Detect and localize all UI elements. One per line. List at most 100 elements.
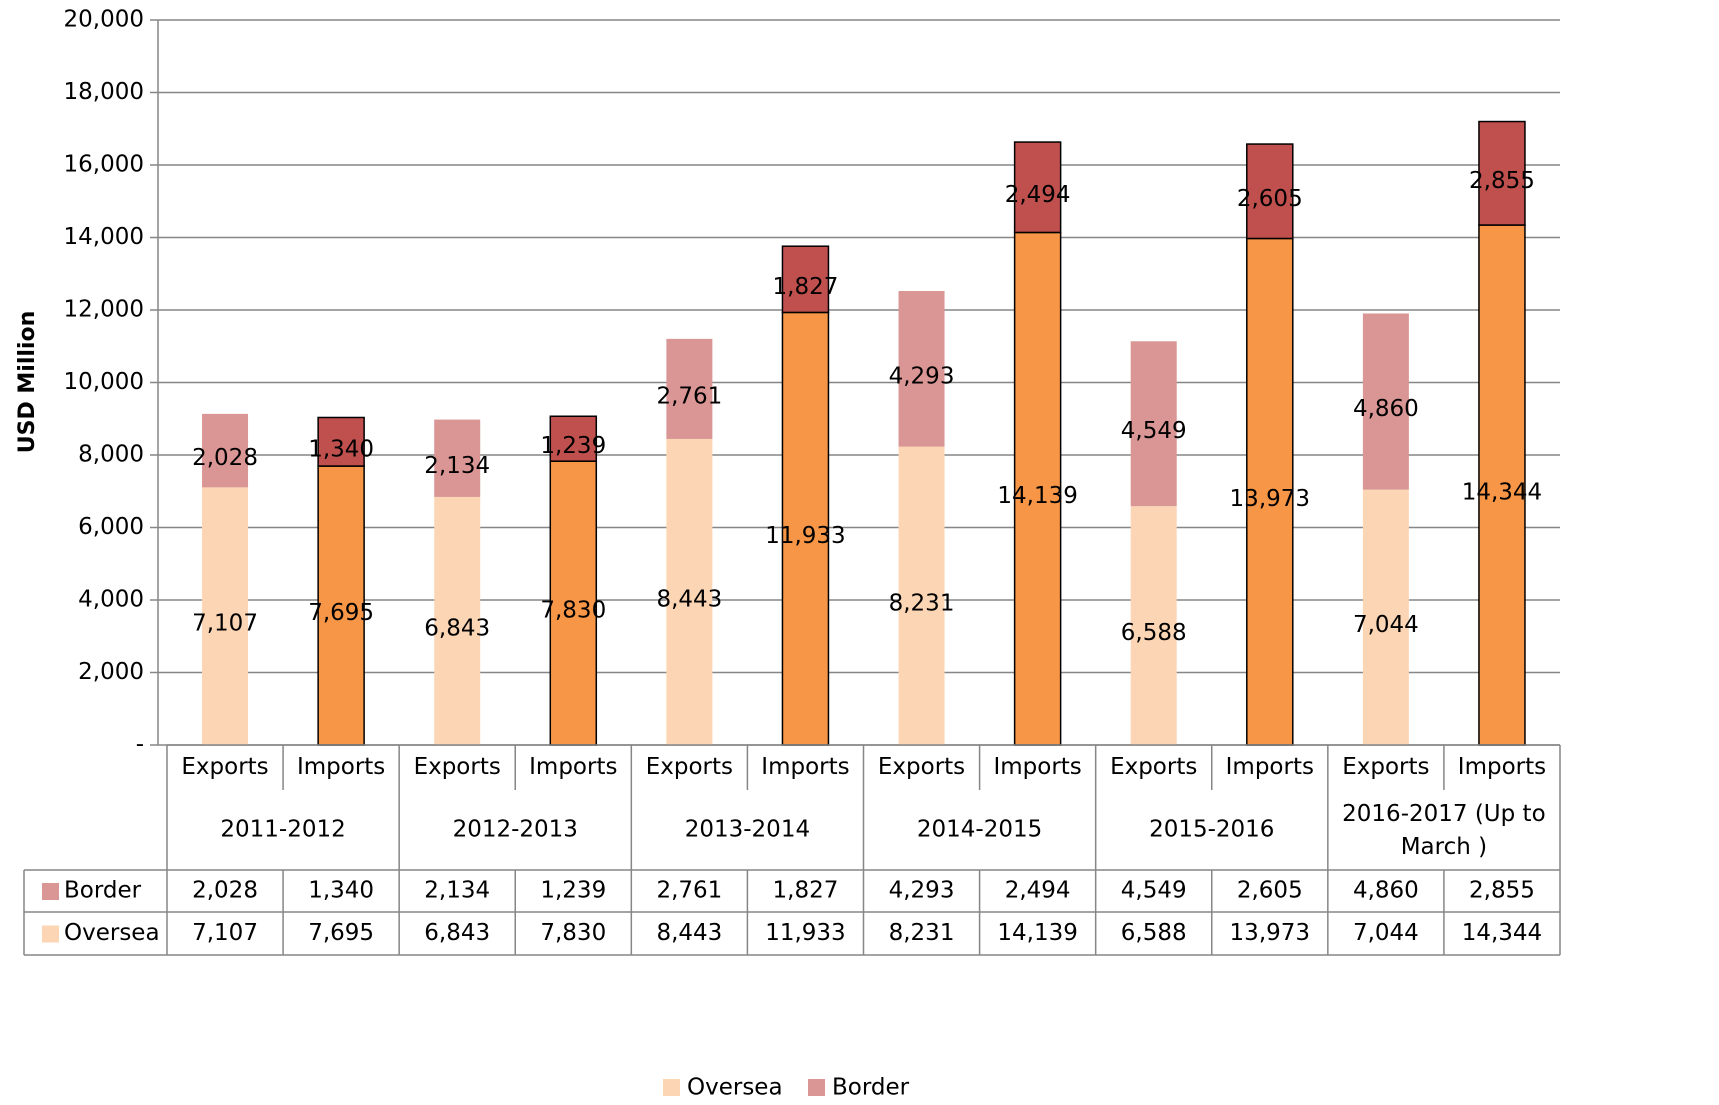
bar-segment xyxy=(666,438,713,745)
data-label: 2,605 xyxy=(1237,186,1303,212)
table-cell: 1,827 xyxy=(773,878,839,904)
table-cell: 1,239 xyxy=(540,878,606,904)
y-tick-label: 14,000 xyxy=(64,224,144,250)
table-cell: 13,973 xyxy=(1230,920,1310,946)
data-label: 1,827 xyxy=(773,274,839,300)
group-label: 2011-2012 xyxy=(220,817,345,843)
data-label: 14,344 xyxy=(1462,480,1542,506)
table-cell: 4,549 xyxy=(1121,878,1187,904)
bar-segment xyxy=(1246,237,1294,746)
bar-segment xyxy=(898,446,945,745)
bar-segment xyxy=(434,496,481,745)
x-tick-label: Exports xyxy=(1110,754,1197,780)
legend-swatch xyxy=(663,1079,680,1096)
bar-segment xyxy=(1130,506,1177,745)
data-label: 4,293 xyxy=(889,363,955,389)
table-cell: 7,044 xyxy=(1353,920,1419,946)
table-cell: 6,843 xyxy=(424,920,490,946)
bar-segment xyxy=(898,291,945,447)
y-tick-label: 4,000 xyxy=(78,587,144,613)
y-tick-label: 18,000 xyxy=(64,79,144,105)
data-label: 7,830 xyxy=(540,598,606,624)
bar-segment xyxy=(1013,141,1062,234)
table-cell: 4,860 xyxy=(1353,878,1419,904)
table-cell: 2,855 xyxy=(1469,878,1535,904)
table-cell: 1,340 xyxy=(308,878,374,904)
x-tick-label: Exports xyxy=(1342,754,1429,780)
table-cell: 11,933 xyxy=(765,920,845,946)
group-label: 2015-2016 xyxy=(1149,817,1274,843)
table-cell: 2,605 xyxy=(1237,878,1303,904)
bar-segment xyxy=(1478,120,1526,226)
table-cell: 14,344 xyxy=(1462,920,1542,946)
data-label: 2,494 xyxy=(1005,182,1071,208)
data-label: 7,107 xyxy=(192,611,258,637)
x-tick-label: Imports xyxy=(297,754,385,780)
data-label: 6,588 xyxy=(1121,620,1187,646)
data-label: 1,340 xyxy=(308,436,374,462)
bar-segment xyxy=(1246,143,1294,240)
data-label: 6,843 xyxy=(424,615,490,641)
table-cell: 2,028 xyxy=(192,878,258,904)
table-row-label: Border xyxy=(64,878,142,904)
x-tick-label: Imports xyxy=(1226,754,1314,780)
bar-segment xyxy=(1130,341,1177,507)
table-legend-swatch xyxy=(42,925,59,943)
bar-segment xyxy=(1362,489,1409,745)
y-tick-label: 16,000 xyxy=(64,152,144,178)
bar-segment xyxy=(202,413,249,488)
table-cell: 7,107 xyxy=(192,920,258,946)
table-row-label: Oversea xyxy=(64,920,160,946)
y-tick-label: 20,000 xyxy=(64,7,144,33)
x-tick-label: Exports xyxy=(878,754,965,780)
bar-segment xyxy=(781,245,830,314)
data-label: 2,761 xyxy=(656,383,722,409)
group-label: 2012-2013 xyxy=(453,817,578,843)
data-label: 8,231 xyxy=(889,590,955,616)
bar-segment xyxy=(202,487,249,745)
data-label: 7,695 xyxy=(308,600,374,626)
bar-segment xyxy=(549,415,598,462)
x-tick-label: Imports xyxy=(761,754,849,780)
data-label: 2,134 xyxy=(424,453,490,479)
table-cell: 2,494 xyxy=(1005,878,1071,904)
group-label: 2016-2017 (Up to March ) xyxy=(1342,801,1546,860)
data-label: 8,443 xyxy=(656,586,722,612)
group-label: 2013-2014 xyxy=(685,817,810,843)
data-label: 1,239 xyxy=(540,433,606,459)
x-tick-label: Exports xyxy=(414,754,501,780)
table-cell: 8,231 xyxy=(889,920,955,946)
x-tick-label: Exports xyxy=(181,754,268,780)
y-tick-label: 6,000 xyxy=(78,514,144,540)
data-label: 7,044 xyxy=(1353,612,1419,638)
data-label: 11,933 xyxy=(765,523,845,549)
bar-segment xyxy=(1478,224,1526,746)
table-cell: 4,293 xyxy=(889,878,955,904)
data-label: 4,549 xyxy=(1121,418,1187,444)
data-label: 4,860 xyxy=(1353,396,1419,422)
bar-segment xyxy=(317,416,365,467)
y-axis-label: USD Million xyxy=(15,311,40,453)
y-tick-label: 10,000 xyxy=(64,369,144,395)
bar-segment xyxy=(549,460,598,746)
x-tick-label: Exports xyxy=(646,754,733,780)
y-tick-label: 12,000 xyxy=(64,297,144,323)
group-label: 2014-2015 xyxy=(917,817,1042,843)
y-tick-label: 8,000 xyxy=(78,442,144,468)
table-cell: 7,830 xyxy=(540,920,606,946)
x-tick-label: Imports xyxy=(1458,754,1546,780)
bar-segment xyxy=(1362,313,1409,490)
x-tick-label: Imports xyxy=(993,754,1081,780)
data-label: 14,139 xyxy=(997,483,1077,509)
legend-swatch xyxy=(808,1079,825,1096)
x-tick-label: Imports xyxy=(529,754,617,780)
table-cell: 8,443 xyxy=(656,920,722,946)
legend-label: Border xyxy=(832,1075,910,1101)
table-cell: 14,139 xyxy=(997,920,1077,946)
legend-label: Oversea xyxy=(687,1075,783,1101)
y-tick-label: 2,000 xyxy=(78,659,144,685)
data-label: 2,855 xyxy=(1469,168,1535,194)
table-cell: 2,134 xyxy=(424,878,490,904)
bar-segment xyxy=(666,338,713,439)
table-cell: 2,761 xyxy=(656,878,722,904)
